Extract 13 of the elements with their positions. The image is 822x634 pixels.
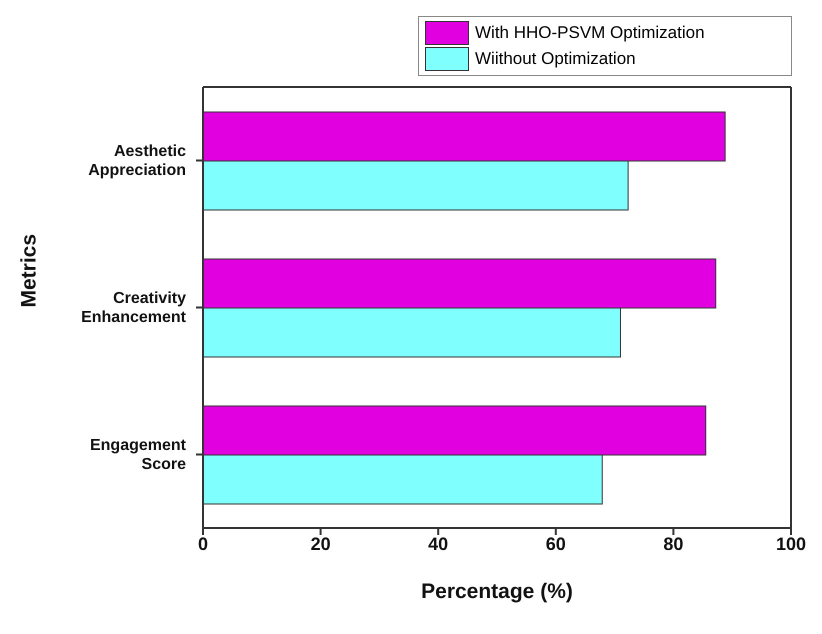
y-tick-label: Aesthetic Appreciation [88,143,186,179]
x-tick-label: 60 [546,534,566,554]
x-tick-label: 0 [198,534,208,554]
legend-label: With HHO-PSVM Optimization [475,23,705,43]
x-tick-label: 40 [428,534,448,554]
y-axis-title: Metrics [17,234,40,308]
y-tick-label: Creativity Enhancement [81,290,187,326]
x-axis-title: Percentage (%) [421,580,573,603]
x-tick-label: 100 [776,534,806,554]
x-tick-label: 20 [310,534,331,554]
x-tick-label: 80 [663,534,684,554]
y-tick-label: Engagement Score [90,437,187,473]
legend-label: Wiithout Optimization [475,49,636,69]
